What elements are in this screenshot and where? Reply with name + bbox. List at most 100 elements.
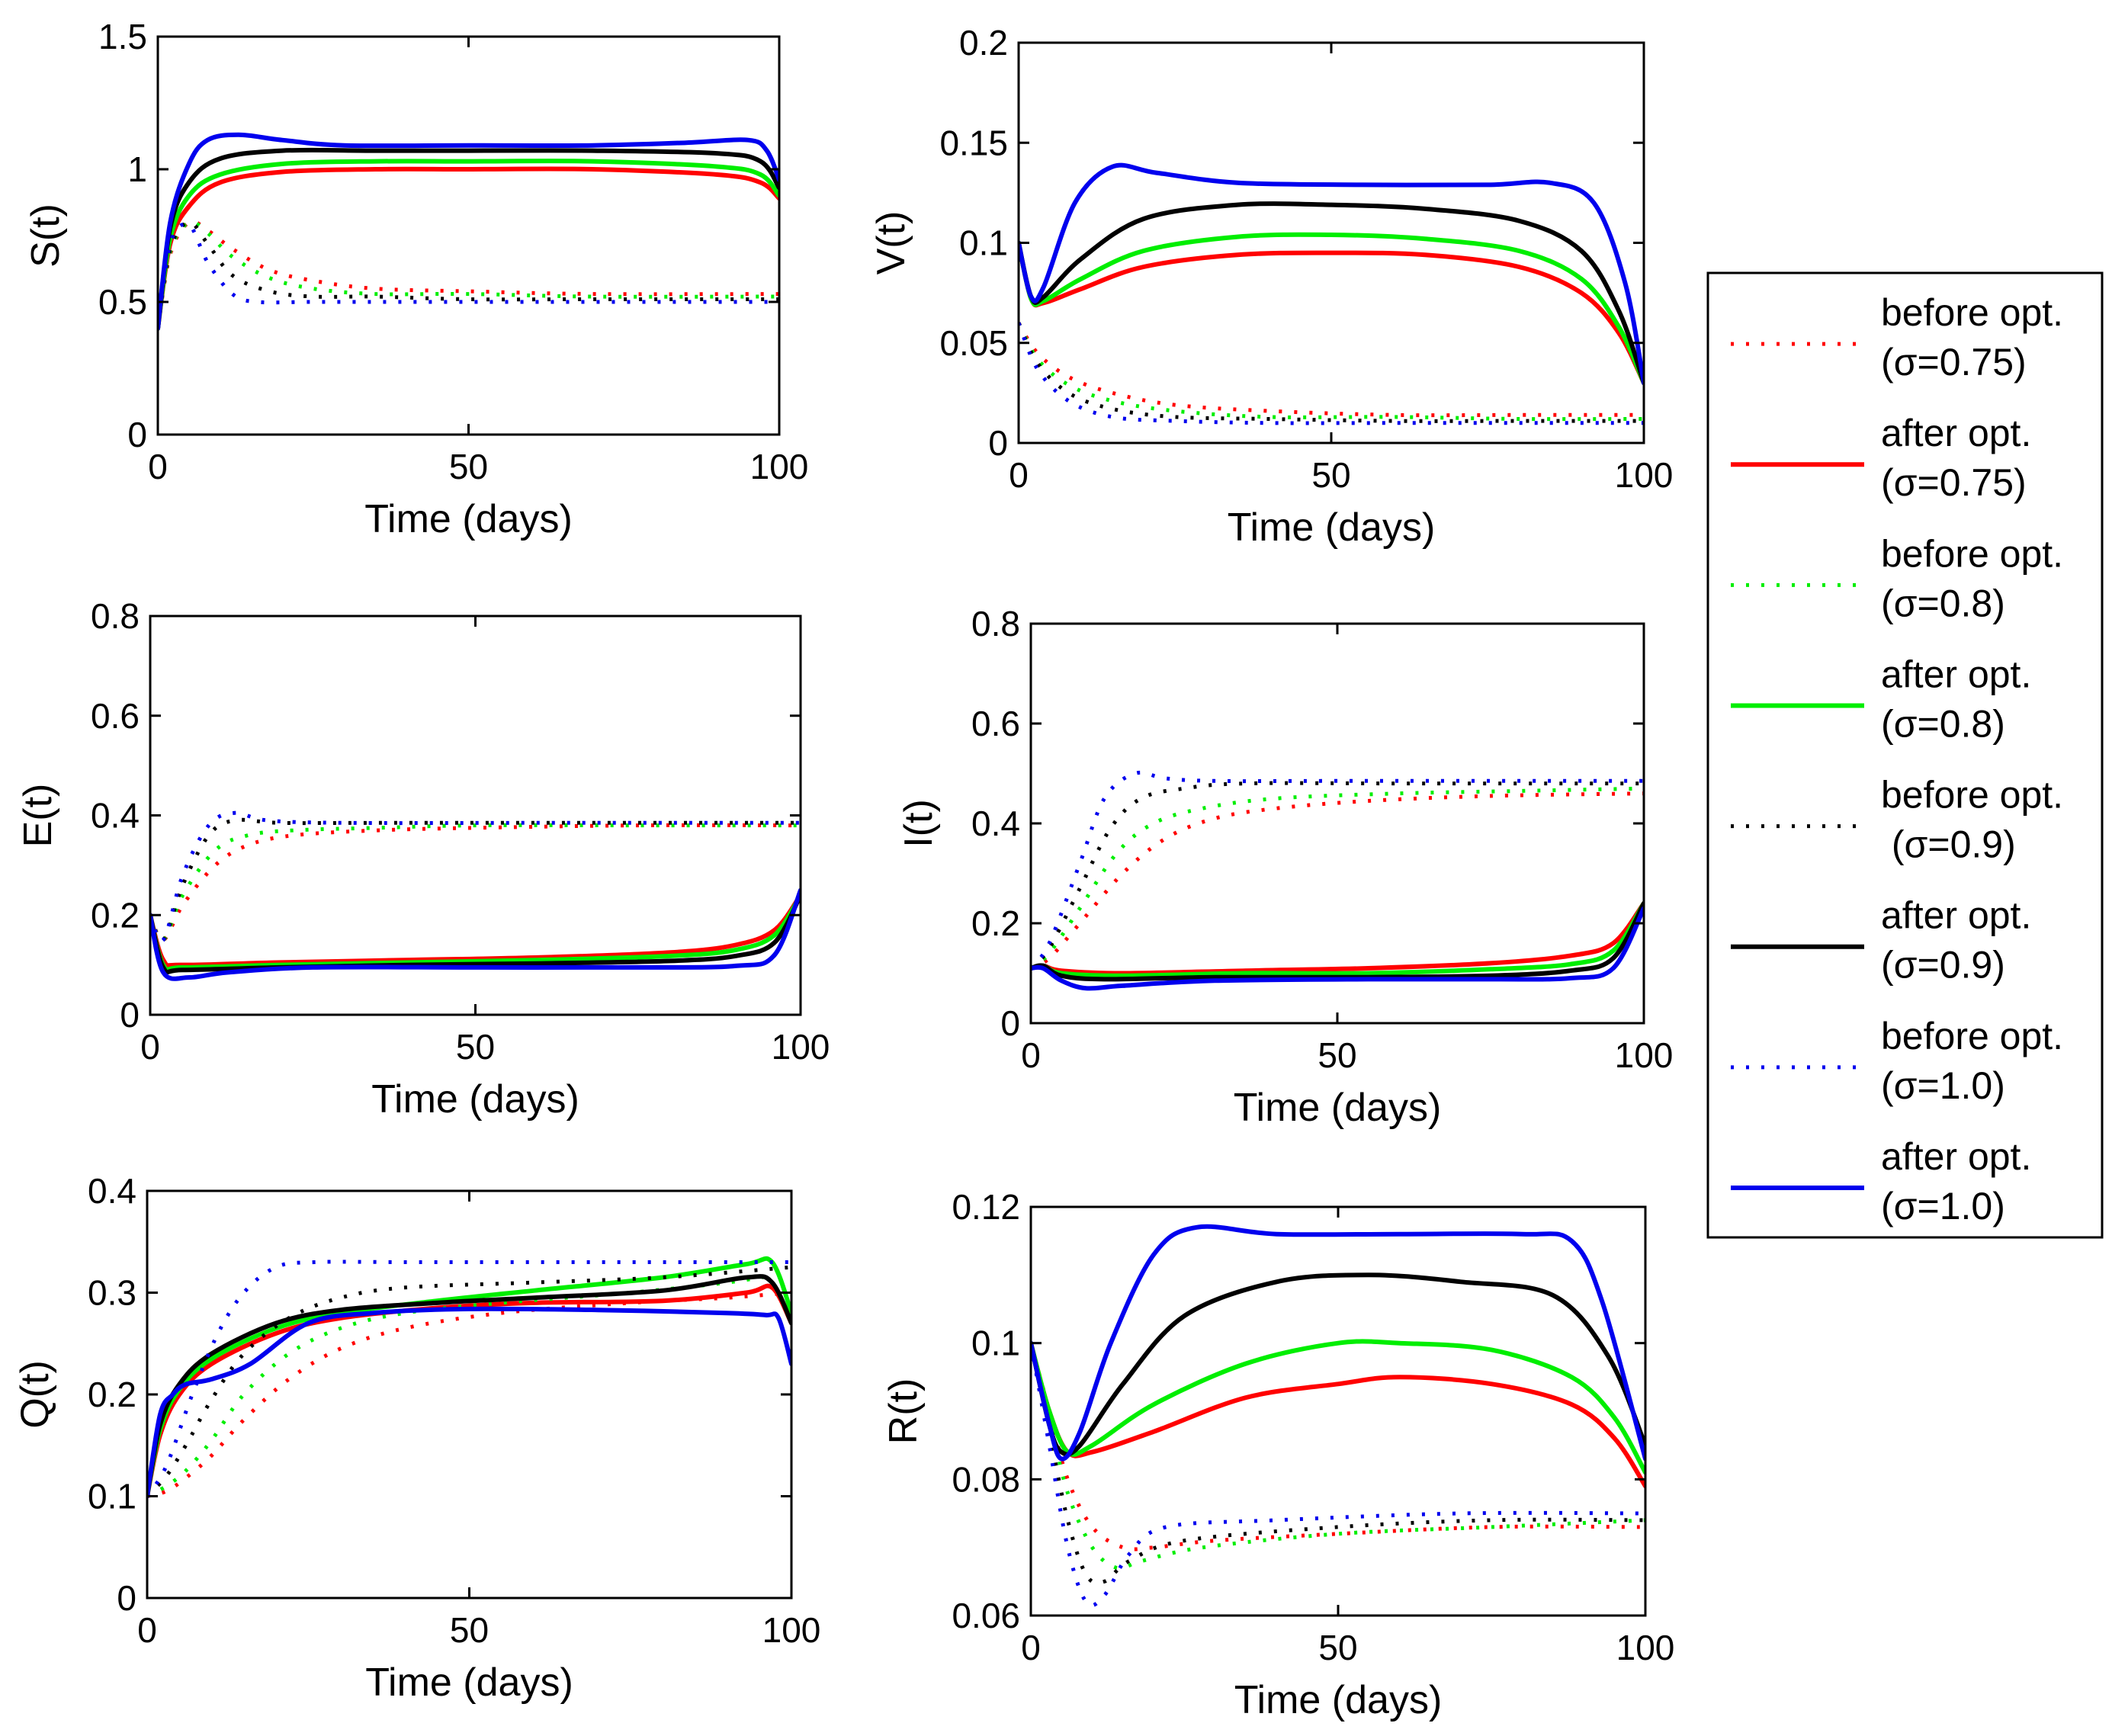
legend-label-line2: (σ=0.8) (1881, 702, 2005, 745)
series-line-i-black-before (1031, 781, 1644, 970)
legend-label-line2: (σ=1.0) (1881, 1185, 2005, 1227)
x-axis-label: Time (days) (371, 1077, 579, 1122)
series-line-i-red-after (1031, 900, 1644, 976)
x-tick-label: 0 (137, 1610, 157, 1650)
y-tick-label: 0.5 (98, 282, 147, 322)
series-line-q-black-after (147, 1274, 791, 1499)
y-tick-label: 0.8 (91, 596, 140, 636)
y-axis-label: S(t) (24, 204, 68, 268)
series-group (1031, 1224, 1645, 1608)
series-line-v-green-after (1019, 232, 1644, 386)
x-tick-label: 50 (1311, 455, 1350, 495)
legend-entry: after opt. (σ=1.0) (1731, 1135, 2031, 1227)
series-line-r-black-before (1031, 1343, 1645, 1585)
series-group (150, 810, 801, 981)
y-tick-label: 0.6 (91, 696, 140, 736)
legend-label-line1: before opt. (1881, 774, 2063, 817)
y-tick-label: 0.2 (91, 895, 140, 935)
legend-entry: after opt. (σ=0.8) (1731, 653, 2031, 745)
y-tick-label: 0.2 (971, 903, 1020, 943)
y-tick-label: 0.06 (952, 1596, 1020, 1635)
series-line-v-blue-after (1019, 162, 1644, 386)
subplot-s: 0 50 100 0 0.5 1 1.5 Time (days) S(t) (24, 17, 808, 541)
y-tick-label: 0 (120, 995, 140, 1035)
x-tick-label: 50 (449, 447, 488, 486)
legend-label-line2: (σ=0.75) (1881, 341, 2027, 383)
series-line-i-blue-before (1031, 770, 1644, 970)
x-tick-label: 50 (1318, 1628, 1357, 1667)
legend-entry: after opt. (σ=0.9) (1731, 894, 2031, 987)
y-tick-label: 0.2 (959, 23, 1008, 63)
y-axis-label: V(t) (869, 211, 913, 275)
y-tick-label: 1 (127, 149, 147, 189)
y-tick-label: 0.1 (959, 223, 1008, 263)
subplot-r: 0 50 100 0.06 0.08 0.1 0.12 Time (days) R(t) (881, 1187, 1674, 1722)
x-tick-label: 100 (750, 447, 809, 486)
y-axis-label: E(t) (16, 784, 60, 848)
subplot-q: 0 50 100 0 0.1 0.2 0.3 0.4 Time (days) Q(t) (13, 1171, 820, 1705)
y-tick-label: 0.4 (91, 796, 140, 836)
y-tick-label: 0 (117, 1578, 136, 1618)
legend: before opt.(σ=0.75)after opt.(σ=0.75)bef… (1706, 271, 2104, 1239)
x-axis-label: Time (days) (1234, 1678, 1443, 1722)
x-tick-label: 0 (1009, 455, 1029, 495)
y-tick-label: 0.1 (88, 1477, 136, 1516)
legend-label-line2: (σ=0.9) (1881, 944, 2005, 987)
y-tick-label: 0.2 (88, 1375, 136, 1414)
y-tick-label: 0.05 (939, 323, 1008, 363)
series-group (1031, 770, 1644, 991)
x-tick-label: 50 (1318, 1035, 1356, 1075)
y-axis-label: R(t) (881, 1378, 926, 1445)
x-tick-label: 50 (450, 1610, 489, 1650)
legend-box (1706, 271, 2104, 1239)
x-tick-label: 50 (456, 1027, 495, 1067)
legend-label-line2: (σ=1.0) (1881, 1064, 2005, 1107)
subplot-v: 0 50 100 0 0.05 0.1 0.15 0.2 Time (days) V(t) (869, 23, 1673, 550)
series-line-q-blue-before (147, 1259, 791, 1497)
series-line-r-blue-after (1031, 1224, 1645, 1462)
series-line-v-black-after (1019, 201, 1644, 386)
y-tick-label: 0.6 (971, 704, 1020, 743)
y-axis-label: Q(t) (13, 1360, 57, 1429)
legend-entry: before opt. (σ=0.9) (1731, 774, 2063, 866)
legend-label-line1: before opt. (1881, 532, 2063, 575)
x-axis-label: Time (days) (364, 497, 573, 541)
subplots: 0 50 100 0 0.5 1 1.5 Time (days) S(t) 0 50 100 0 0.05… (13, 17, 1674, 1722)
legend-label-line1: after opt. (1881, 653, 2031, 695)
y-tick-label: 0 (988, 423, 1008, 463)
y-tick-label: 0 (1000, 1003, 1020, 1043)
x-axis-label: Time (days) (1228, 505, 1436, 550)
x-tick-label: 100 (1615, 1035, 1674, 1075)
series-line-s-red-before (158, 219, 779, 329)
x-tick-label: 100 (772, 1027, 830, 1067)
x-tick-label: 0 (140, 1027, 160, 1067)
series-line-q-red-before (147, 1291, 791, 1498)
y-tick-label: 0.3 (88, 1273, 136, 1313)
subplot-e: 0 50 100 0 0.2 0.4 0.6 0.8 Time (days) E(t) (16, 596, 830, 1122)
legend-label-line2: (σ=0.75) (1881, 461, 2027, 504)
series-line-s-green-after (158, 159, 779, 331)
legend-entry: before opt. (σ=0.75) (1731, 291, 2063, 383)
series-line-i-blue-after (1031, 906, 1644, 991)
y-axis-label: I(t) (897, 799, 941, 848)
y-tick-label: 0 (127, 415, 147, 454)
y-tick-label: 1.5 (98, 17, 147, 56)
y-tick-label: 0.8 (971, 604, 1020, 643)
series-line-q-blue-after (147, 1306, 791, 1499)
series-group (1019, 162, 1644, 425)
subplot-i: 0 50 100 0 0.2 0.4 0.6 0.8 Time (days) I(t) (897, 604, 1673, 1130)
x-tick-label: 0 (148, 447, 168, 486)
series-line-s-black-after (158, 147, 779, 331)
y-tick-label: 0.1 (971, 1324, 1020, 1363)
legend-label-line2: (σ=0.9) (1881, 823, 2016, 866)
x-axis-label: Time (days) (365, 1661, 573, 1705)
series-line-v-red-before (1019, 322, 1644, 418)
y-tick-label: 0.12 (952, 1187, 1020, 1227)
y-tick-label: 0.4 (88, 1171, 136, 1211)
x-tick-label: 100 (762, 1610, 821, 1650)
series-line-e-green-after (150, 893, 801, 972)
series-line-e-blue-after (150, 887, 801, 981)
series-line-e-green-before (150, 823, 801, 942)
series-group (147, 1256, 791, 1499)
series-line-v-blue-before (1019, 322, 1644, 425)
